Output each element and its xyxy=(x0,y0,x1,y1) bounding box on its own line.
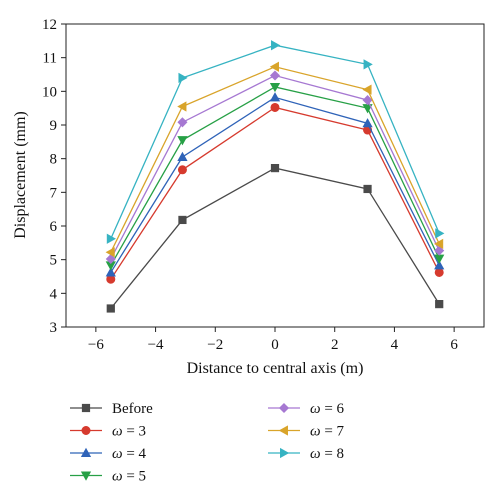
data-point xyxy=(177,101,187,112)
data-point xyxy=(106,233,117,244)
series-line xyxy=(110,86,440,266)
y-tick-label: 12 xyxy=(42,17,57,33)
y-tick-label: 6 xyxy=(50,219,58,235)
data-point xyxy=(269,82,281,93)
series-6 xyxy=(106,40,445,244)
data-point xyxy=(105,253,116,265)
data-point xyxy=(177,117,188,128)
series-1 xyxy=(106,102,444,284)
data-point xyxy=(177,165,187,175)
series-line xyxy=(110,96,440,273)
data-point xyxy=(270,102,280,112)
data-point xyxy=(105,267,116,277)
data-point xyxy=(269,61,279,72)
data-point xyxy=(178,215,187,225)
legend-marker xyxy=(80,471,92,481)
legend-marker xyxy=(80,447,92,457)
legend: Before ω = 3 ω = 4 ω = 5 ω = 6 ω = 7 ω = 8 xyxy=(70,401,345,485)
data-point xyxy=(433,238,444,249)
data-point xyxy=(363,59,373,70)
data-point xyxy=(362,84,372,95)
data-point xyxy=(362,95,373,106)
data-point xyxy=(178,72,188,83)
data-point xyxy=(106,304,115,313)
x-axis-title: Distance to central axis (m) xyxy=(187,360,364,377)
legend-marker xyxy=(81,403,91,413)
series-0 xyxy=(106,163,444,313)
legend-item: ω = 3 xyxy=(70,424,146,440)
data-point xyxy=(434,260,445,270)
legend-item: Before xyxy=(70,401,153,417)
data-point xyxy=(269,70,281,81)
x-tick-label: −4 xyxy=(148,337,164,353)
series-2 xyxy=(105,92,445,277)
legend-label: Before xyxy=(112,401,153,417)
legend-marker xyxy=(278,402,290,414)
y-tick-label: 9 xyxy=(50,118,58,134)
y-tick-label: 3 xyxy=(50,320,58,336)
legend-item: ω = 8 xyxy=(268,446,344,462)
data-point xyxy=(434,245,445,256)
data-point xyxy=(271,40,281,51)
y-tick-label: 10 xyxy=(42,84,57,100)
data-point xyxy=(105,247,115,258)
x-tick-label: 2 xyxy=(331,337,339,353)
x-tick-label: −6 xyxy=(88,337,104,353)
x-tick-label: −2 xyxy=(207,337,223,353)
legend-label: ω = 7 xyxy=(310,424,345,440)
data-point xyxy=(177,136,188,146)
legend-label: ω = 5 xyxy=(112,469,146,485)
series-line xyxy=(110,167,440,309)
data-point xyxy=(177,151,188,161)
legend-label: ω = 6 xyxy=(310,401,345,417)
y-tick-label: 7 xyxy=(50,185,58,201)
data-point xyxy=(269,92,281,102)
x-tick-label: 4 xyxy=(391,337,399,353)
legend-label: ω = 8 xyxy=(310,446,344,462)
legend-marker xyxy=(81,425,91,435)
data-point xyxy=(434,267,444,277)
legend-label: ω = 4 xyxy=(112,446,147,462)
legend-item: ω = 7 xyxy=(268,424,345,440)
y-tick-label: 5 xyxy=(50,253,58,269)
series-layer xyxy=(105,40,445,313)
legend-item: ω = 4 xyxy=(70,446,147,462)
legend-marker xyxy=(278,425,288,436)
data-point xyxy=(363,184,372,194)
data-point xyxy=(362,118,373,128)
series-5 xyxy=(105,61,444,258)
y-axis-title: Displacement (mm) xyxy=(12,111,29,239)
legend-marker xyxy=(280,447,290,459)
x-tick-label: 6 xyxy=(450,337,458,353)
legend-item: ω = 6 xyxy=(268,401,345,417)
series-4 xyxy=(105,70,445,265)
data-point xyxy=(435,300,444,309)
data-point xyxy=(435,228,445,239)
x-axis-ticks: −6 −4 −2 0 2 4 6 xyxy=(88,327,458,353)
y-tick-label: 11 xyxy=(43,51,57,67)
y-axis-ticks: 3 4 5 6 7 8 9 10 11 12 xyxy=(42,17,66,336)
legend-item: ω = 5 xyxy=(70,469,146,485)
x-tick-label: 0 xyxy=(271,337,279,353)
legend-label: ω = 3 xyxy=(112,424,146,440)
y-tick-label: 8 xyxy=(50,152,58,168)
data-point xyxy=(270,163,280,173)
y-tick-label: 4 xyxy=(50,286,58,302)
